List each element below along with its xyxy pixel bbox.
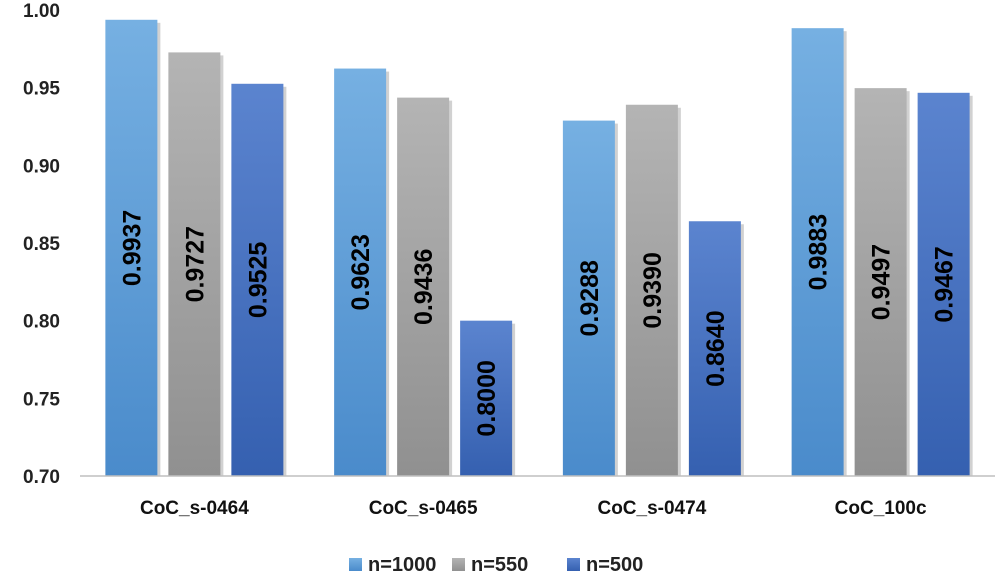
bar-n-1000-coc_100c — [791, 28, 844, 476]
legend: n=1000 n=550 n=500 — [349, 554, 643, 575]
y-tick-label: 0.70 — [23, 467, 60, 488]
bar-n-550-coc_s-0464 — [168, 52, 221, 476]
bar-n-500-coc_s-0474 — [688, 221, 741, 476]
bar-n-500-coc_100c — [917, 92, 970, 476]
bar-n-1000-coc_s-0464 — [105, 19, 158, 476]
data-label: 0.9937 — [118, 210, 146, 286]
x-tick-label: CoC_100c — [835, 498, 927, 519]
bar-n-550-coc_100c — [854, 88, 907, 477]
data-label: 0.9727 — [181, 226, 209, 302]
legend-label: n=500 — [586, 554, 643, 575]
data-label: 0.9883 — [805, 214, 833, 290]
bar-n-1000-coc_s-0465 — [334, 68, 387, 476]
legend-label: n=550 — [471, 554, 528, 575]
bar-n-550-coc_s-0474 — [625, 104, 678, 477]
bar-n-500-coc_s-0464 — [231, 83, 284, 477]
y-tick-label: 0.80 — [23, 312, 60, 333]
y-tick-label: 1.00 — [23, 1, 60, 22]
x-axis-labels: CoC_s-0464 CoC_s-0465 CoC_s-0474 CoC_100c — [140, 498, 927, 519]
x-tick-label: CoC_s-0464 — [140, 498, 249, 519]
legend-label: n=1000 — [368, 554, 436, 575]
legend-swatch-n-1000 — [349, 558, 362, 571]
bars-group — [105, 19, 973, 477]
data-label: 0.8000 — [473, 360, 501, 436]
data-label: 0.9623 — [347, 234, 375, 310]
data-labels-group: 0.9937 0.9727 0.9525 0.9623 0.9436 0.8000 0.92… — [118, 210, 958, 437]
data-label: 0.9436 — [410, 249, 438, 325]
data-label: 0.9390 — [639, 252, 667, 328]
legend-swatch-n-550 — [452, 558, 465, 571]
legend-swatch-n-500 — [567, 558, 580, 571]
y-tick-label: 0.90 — [23, 156, 60, 177]
data-label: 0.8640 — [702, 310, 730, 386]
x-tick-label: CoC_s-0465 — [369, 498, 478, 519]
data-label: 0.9497 — [868, 244, 896, 320]
bar-n-500-coc_s-0465 — [460, 320, 513, 476]
data-label: 0.9288 — [576, 260, 604, 337]
x-tick-label: CoC_s-0474 — [597, 498, 706, 519]
data-label: 0.9525 — [244, 242, 272, 319]
y-tick-label: 0.95 — [23, 79, 60, 100]
bar-n-550-coc_s-0465 — [397, 97, 450, 476]
y-axis: 0.70 0.75 0.80 0.85 0.90 0.95 1.00 — [23, 1, 60, 488]
data-label: 0.9467 — [931, 246, 959, 322]
y-tick-label: 0.75 — [23, 389, 60, 410]
y-tick-label: 0.85 — [23, 234, 60, 255]
bar-n-1000-coc_s-0474 — [562, 120, 615, 476]
